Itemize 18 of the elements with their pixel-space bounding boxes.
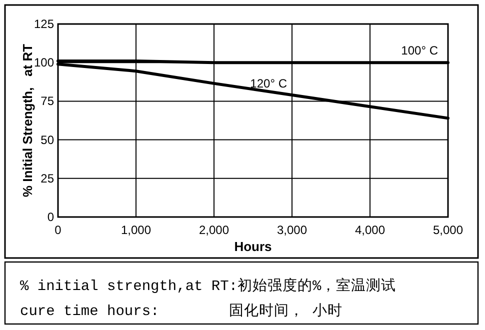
text: cure time hours: 固化时间， 小时 — [20, 302, 343, 320]
y-tick-label: 75 — [40, 94, 54, 108]
x-tick-label: 5,000 — [432, 223, 464, 237]
y-axis-title: % Initial Strength, at RT — [20, 44, 35, 198]
y-tick-label: 25 — [40, 171, 54, 186]
y-tick-label: 0 — [47, 210, 54, 224]
x-tick-label: 4,000 — [354, 223, 386, 237]
x-axis-title: Hours — [234, 239, 272, 254]
y-tick-label: 125 — [34, 17, 54, 31]
text: % initial strength,at RT:初始强度的%，室温测试 — [20, 277, 396, 295]
x-tick-label: 3,000 — [276, 223, 308, 237]
x-tick-label: 2,000 — [198, 223, 230, 237]
series-label: 120° C — [250, 76, 288, 91]
series-label: 100° C — [401, 44, 438, 58]
y-tick-label: 50 — [40, 132, 54, 147]
plot: 0 1,000 2,000 3,000 4,000 5,000 0 25 50 75 100 125 100° C 120° C — [34, 17, 464, 237]
y-tick-label: 100 — [34, 56, 54, 70]
x-tick-label: 1,000 — [120, 223, 152, 237]
